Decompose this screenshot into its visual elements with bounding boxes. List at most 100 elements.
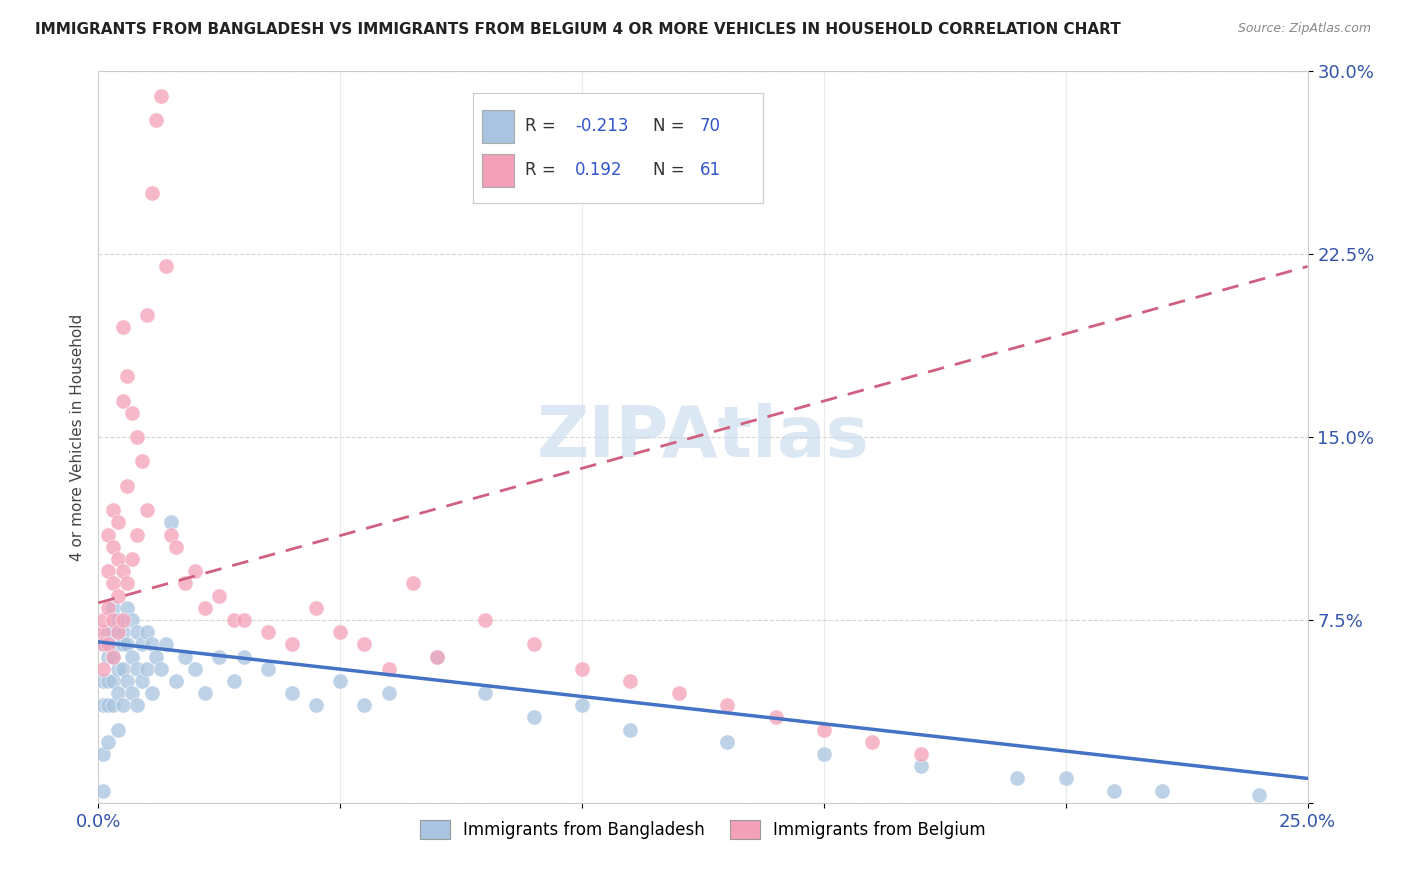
Point <box>208 589 231 603</box>
Point <box>474 686 496 700</box>
Point <box>150 88 173 103</box>
Point <box>117 479 139 493</box>
Point <box>305 698 328 713</box>
Point <box>127 698 149 713</box>
Point <box>101 625 124 640</box>
Point <box>165 673 187 688</box>
Point <box>101 673 124 688</box>
Point <box>184 564 207 578</box>
Point <box>91 673 114 688</box>
Point <box>716 735 738 749</box>
Legend: Immigrants from Bangladesh, Immigrants from Belgium: Immigrants from Bangladesh, Immigrants f… <box>413 814 993 846</box>
Point <box>135 625 157 640</box>
Point <box>571 698 593 713</box>
Point <box>127 662 149 676</box>
Point <box>571 662 593 676</box>
Point <box>222 613 245 627</box>
Point <box>101 600 124 615</box>
Point <box>107 613 129 627</box>
Point <box>131 637 153 651</box>
Point <box>232 613 254 627</box>
Point <box>127 527 149 541</box>
Point <box>107 552 129 566</box>
Point <box>127 625 149 640</box>
Point <box>111 662 134 676</box>
Point <box>141 686 163 700</box>
Point <box>117 637 139 651</box>
Point <box>174 649 197 664</box>
Point <box>97 637 120 651</box>
Point <box>91 613 114 627</box>
Point <box>150 662 173 676</box>
Point <box>160 527 183 541</box>
Point <box>1054 772 1077 786</box>
Point <box>97 698 120 713</box>
Point <box>860 735 883 749</box>
Point <box>523 637 546 651</box>
Point <box>121 613 143 627</box>
Point <box>107 723 129 737</box>
Point <box>131 673 153 688</box>
Point <box>353 637 375 651</box>
Point <box>402 576 425 591</box>
Point <box>121 649 143 664</box>
Point <box>111 613 134 627</box>
Point <box>107 589 129 603</box>
Point <box>101 698 124 713</box>
Point <box>111 564 134 578</box>
Point <box>194 686 217 700</box>
Point <box>121 686 143 700</box>
Point <box>813 747 835 761</box>
Point <box>97 649 120 664</box>
Point <box>141 637 163 651</box>
Point <box>111 637 134 651</box>
Point <box>101 540 124 554</box>
Point <box>101 613 124 627</box>
Point <box>813 723 835 737</box>
Point <box>117 600 139 615</box>
Point <box>256 625 278 640</box>
Point <box>107 686 129 700</box>
Point <box>97 735 120 749</box>
Point <box>97 527 120 541</box>
Point <box>910 747 932 761</box>
Point <box>619 673 641 688</box>
Point <box>716 698 738 713</box>
Point <box>97 564 120 578</box>
Point <box>111 625 134 640</box>
Point <box>222 673 245 688</box>
Point <box>426 649 449 664</box>
Point <box>305 600 328 615</box>
Text: ZIPAtlas: ZIPAtlas <box>537 402 869 472</box>
Point <box>668 686 690 700</box>
Point <box>101 503 124 517</box>
Point <box>281 637 304 651</box>
Y-axis label: 4 or more Vehicles in Household: 4 or more Vehicles in Household <box>69 313 84 561</box>
Point <box>107 637 129 651</box>
Point <box>426 649 449 664</box>
Point <box>329 673 352 688</box>
Point <box>121 552 143 566</box>
Point <box>619 723 641 737</box>
Point <box>131 454 153 468</box>
Point <box>97 673 120 688</box>
Point <box>377 662 399 676</box>
Point <box>256 662 278 676</box>
Point <box>765 710 787 724</box>
Point <box>145 649 167 664</box>
Point <box>91 698 114 713</box>
Text: Source: ZipAtlas.com: Source: ZipAtlas.com <box>1237 22 1371 36</box>
Point <box>141 186 163 201</box>
Point <box>111 698 134 713</box>
Point <box>165 540 187 554</box>
Point <box>101 576 124 591</box>
Point <box>107 662 129 676</box>
Point <box>97 625 120 640</box>
Text: IMMIGRANTS FROM BANGLADESH VS IMMIGRANTS FROM BELGIUM 4 OR MORE VEHICLES IN HOUS: IMMIGRANTS FROM BANGLADESH VS IMMIGRANTS… <box>35 22 1121 37</box>
Point <box>1007 772 1029 786</box>
Point <box>101 649 124 664</box>
Point <box>135 308 157 322</box>
Point <box>91 783 114 797</box>
Point <box>353 698 375 713</box>
Point <box>127 430 149 444</box>
